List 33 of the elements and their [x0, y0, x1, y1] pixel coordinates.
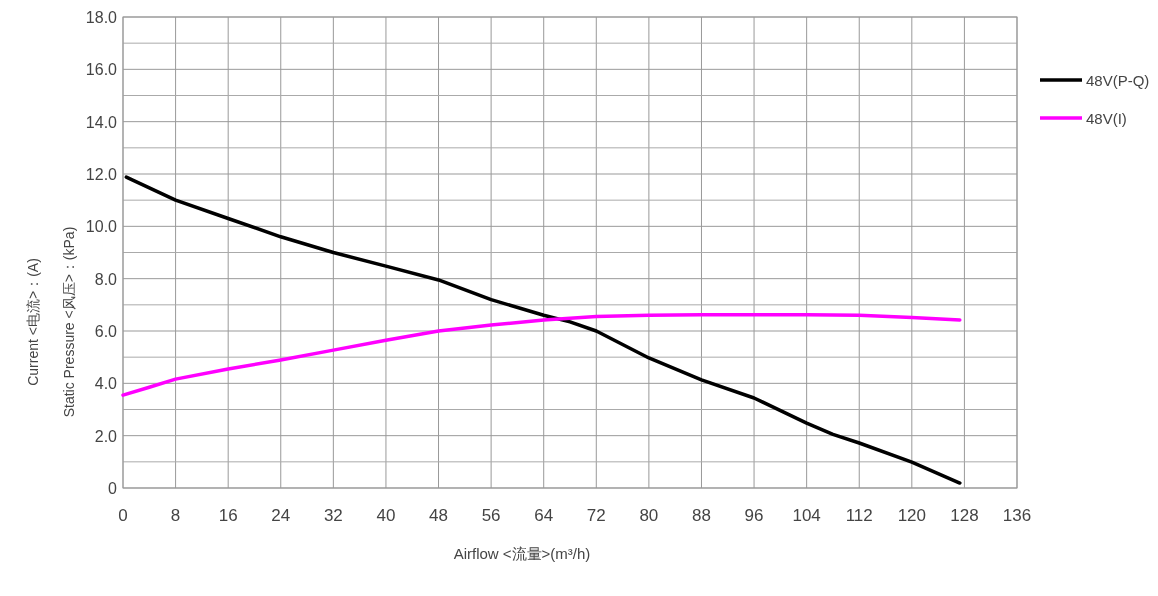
x-tick-label: 24 — [271, 506, 291, 525]
x-tick-label: 8 — [170, 506, 181, 525]
legend-label: 48V(I) — [1086, 110, 1127, 127]
y-tick-label: 8.0 — [94, 270, 118, 288]
y-tick-label: 16.0 — [85, 61, 118, 79]
y-tick-label: 4.0 — [94, 375, 118, 393]
y-tick-label: 12.0 — [85, 166, 118, 183]
line-series — [124, 175, 962, 485]
x-tick-label: 40 — [376, 506, 396, 525]
x-tick-label: 72 — [586, 506, 606, 525]
x-tick-label: 56 — [481, 506, 501, 525]
x-tick-label: 48 — [429, 506, 448, 525]
legend-label: 48V(P-Q) — [1086, 72, 1150, 89]
x-tick-label: 104 — [792, 506, 821, 525]
x-tick-label: 64 — [534, 506, 554, 525]
y-tick-label: 2.0 — [94, 427, 118, 445]
y-tick-label: 14.0 — [85, 113, 118, 131]
line-series — [121, 313, 962, 397]
x-tick-label: 96 — [744, 506, 764, 525]
x-axis-title: Airflow <流量>(m³/h) — [453, 545, 591, 562]
y-tick-label: 10.0 — [85, 218, 118, 236]
text: Current <电流>：(A) Static Pressure <风压>：(kPa) — [25, 226, 77, 418]
x-tick-label: 136 — [1002, 506, 1032, 525]
y-tick-label: 6.0 — [94, 323, 118, 340]
x-tick-label: 80 — [639, 506, 659, 525]
x-tick-label: 128 — [950, 506, 979, 525]
y-tick-label: 18.0 — [85, 9, 118, 26]
x-tick-label: 120 — [897, 506, 927, 525]
y-tick-label: 0 — [108, 480, 118, 497]
x-tick-label: 112 — [845, 506, 873, 525]
x-tick-label: 16 — [218, 506, 238, 525]
x-tick-label: 88 — [692, 506, 711, 525]
x-tick-label: 32 — [323, 506, 343, 525]
